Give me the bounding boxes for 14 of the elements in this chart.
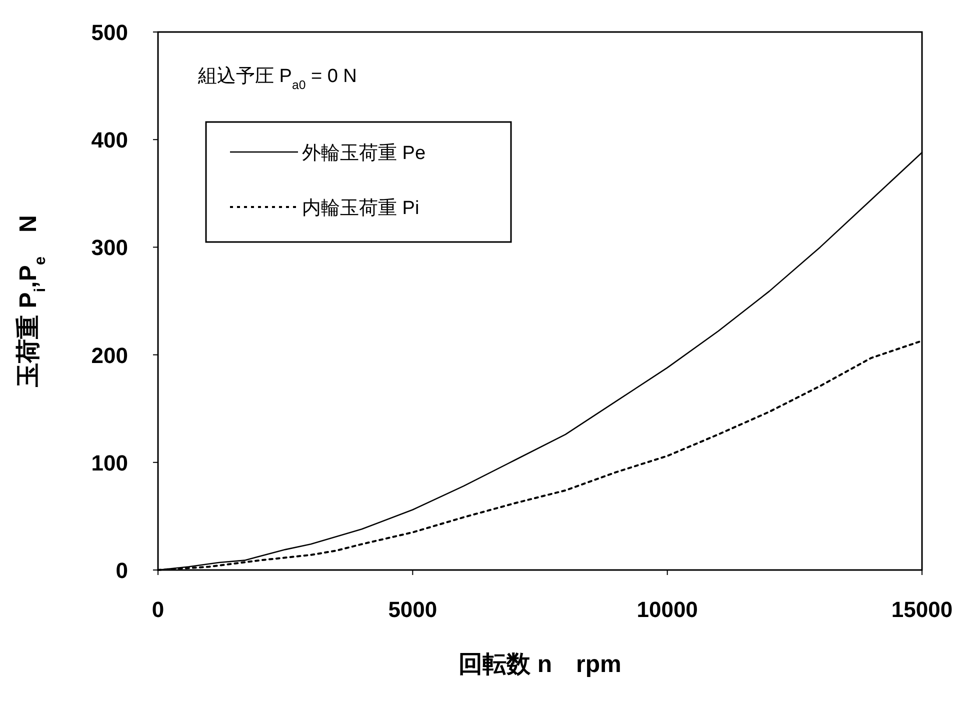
x-tick-label: 0 [152,597,164,622]
x-tick-label: 5000 [388,597,438,622]
y-tick-label: 500 [91,20,128,45]
x-tick-label: 15000 [891,597,953,622]
x-axis-title: 回転数 n rpm [458,651,622,678]
annotation: 組込予圧 P$_{a0}$ = 0 N [197,66,357,92]
y-tick-label: 300 [91,235,128,260]
legend-label: 内輪玉荷重 Pi [302,198,420,219]
y-tick-label: 100 [91,450,128,476]
x-tick-label: 10000 [636,597,698,622]
y-tick-label: 200 [91,342,128,368]
y-tick-label: 400 [91,128,128,153]
legend-label: 外輪玉荷重 Pe [302,143,426,164]
y-tick-label: 0 [116,558,128,583]
